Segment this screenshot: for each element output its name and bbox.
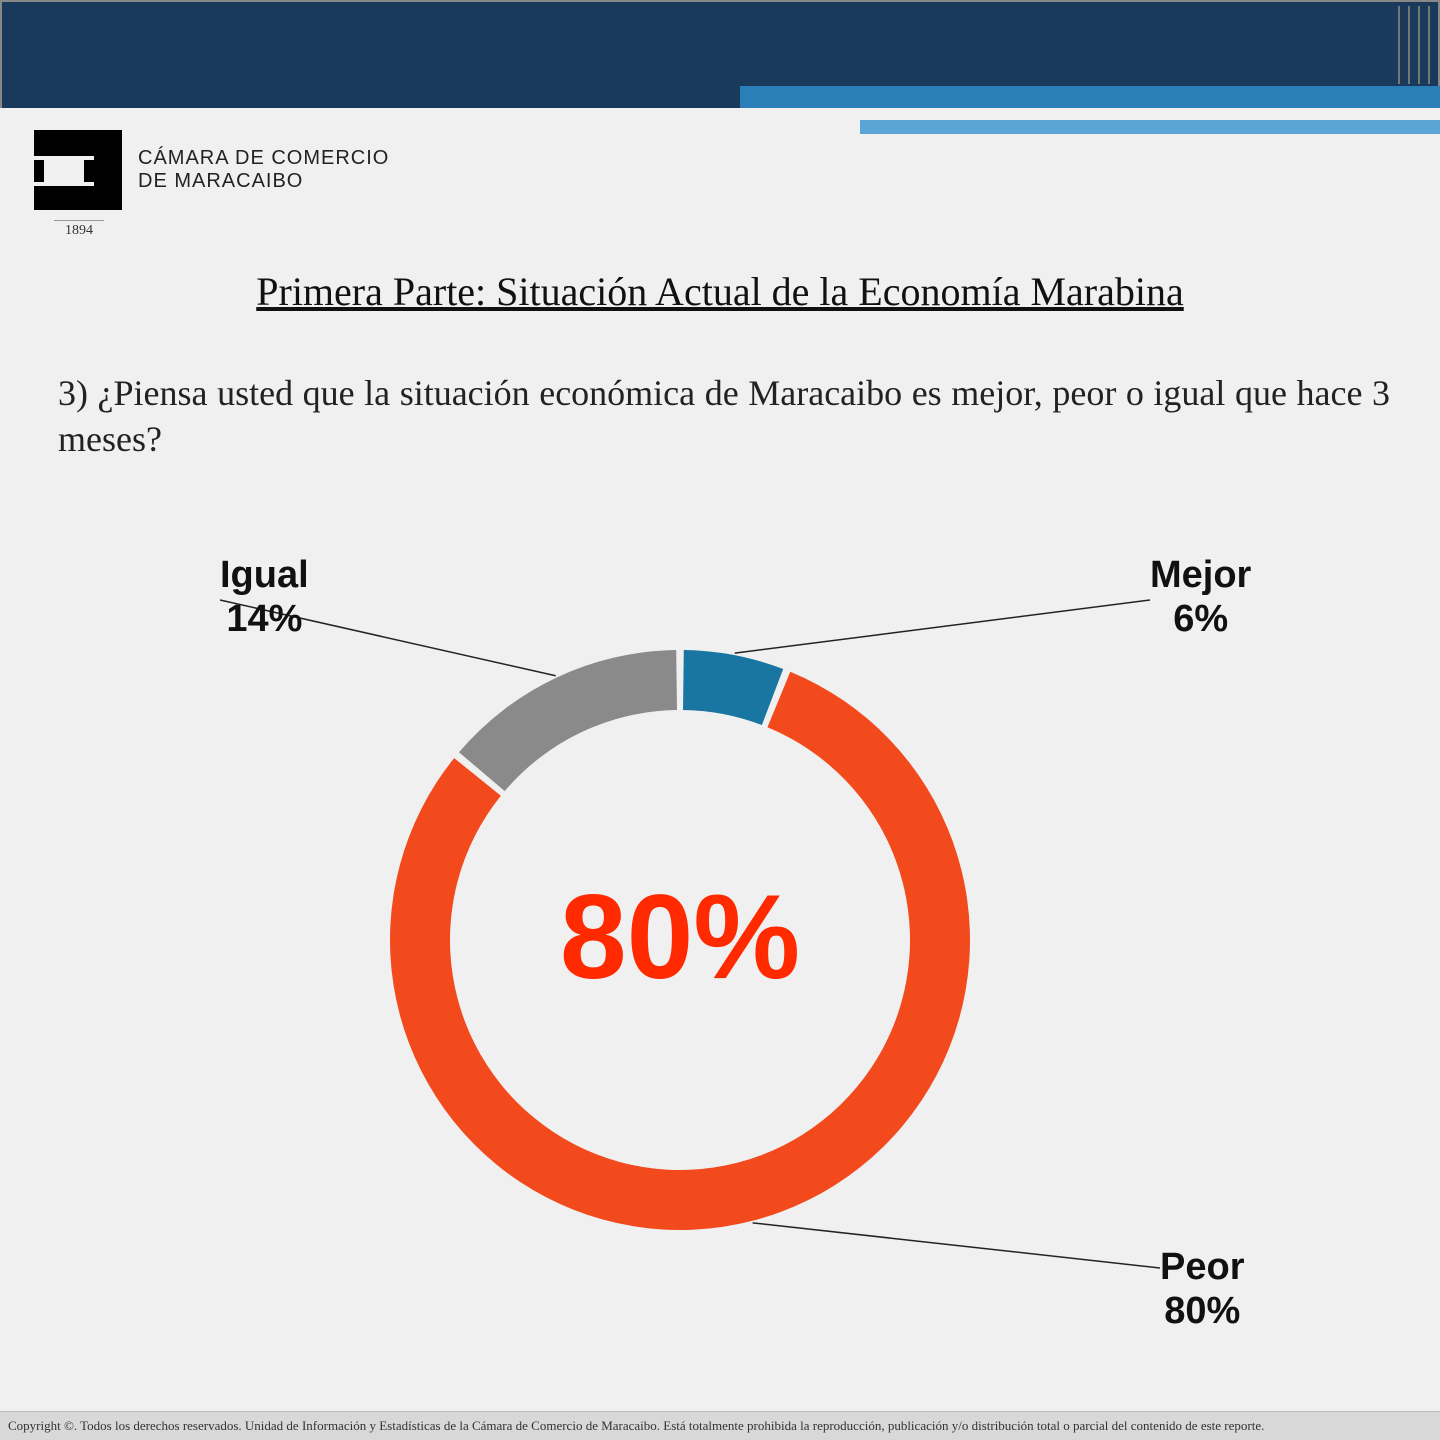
header-decor-bar	[1418, 6, 1420, 84]
slice-label-igual: Igual14%	[220, 554, 309, 641]
header-decor-bar	[1428, 6, 1430, 84]
header-decor-bar	[1408, 6, 1410, 84]
donut-slice-mejor	[683, 650, 783, 725]
leader-line-mejor	[735, 600, 1150, 653]
header-accent	[740, 86, 1440, 108]
org-logo: CÁMARA DE COMERCIO DE MARACAIBO	[34, 130, 389, 210]
page-title: Primera Parte: Situación Actual de la Ec…	[0, 268, 1440, 315]
survey-question: 3) ¿Piensa usted que la situación económ…	[58, 370, 1390, 462]
org-logo-mark	[34, 130, 124, 210]
org-logo-text: CÁMARA DE COMERCIO DE MARACAIBO	[138, 147, 389, 193]
leader-line-peor	[753, 1223, 1160, 1268]
org-year: 1894	[54, 220, 104, 239]
org-name-line2: DE MARACAIBO	[138, 170, 389, 193]
donut-chart: 80% Mejor6% Peor80% Igual14%	[0, 520, 1440, 1340]
header-decor-bar	[1398, 6, 1400, 84]
header-accent	[860, 120, 1440, 134]
donut-center-value: 80%	[530, 868, 830, 1006]
copyright-footer: Copyright ©. Todos los derechos reservad…	[0, 1411, 1440, 1440]
slice-label-peor: Peor80%	[1160, 1246, 1244, 1333]
slice-label-mejor: Mejor6%	[1150, 554, 1251, 641]
org-name-line1: CÁMARA DE COMERCIO	[138, 147, 389, 170]
donut-slice-igual	[459, 650, 677, 791]
